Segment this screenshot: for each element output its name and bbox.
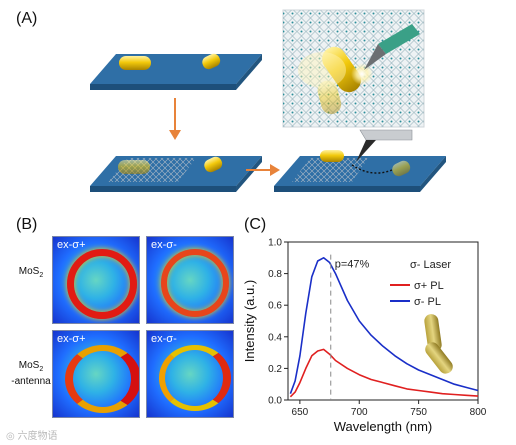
pl-map-mos2-sigma-plus: ex-σ+ (52, 236, 140, 324)
y-tick-label: 0.0 (268, 396, 282, 407)
pl-map-mos2-sigma-minus: ex-σ- (146, 236, 234, 324)
series-line-sigma-plus (289, 348, 479, 398)
process-arrow-down (169, 98, 181, 140)
legend-label-sigma-minus: σ- PL (414, 296, 441, 308)
legend: σ+ PL σ- PL (390, 280, 444, 308)
panel-label-b: (B) (16, 216, 38, 233)
x-tick-label: 800 (470, 407, 487, 418)
gold-nanorod (202, 53, 221, 70)
y-tick-label: 1.0 (268, 238, 282, 249)
gold-nanorod (320, 150, 344, 162)
substrate-plate-bottom-right (274, 156, 446, 192)
y-tick-label: 0.2 (268, 364, 282, 375)
row-label-mos2-antenna: MoS2 -antenna (11, 360, 51, 387)
pl-map-antenna-sigma-minus: ex-σ- (146, 330, 234, 418)
x-tick-label: 650 (292, 407, 309, 418)
watermark-icon: ◎ (6, 431, 15, 442)
y-tick-label: 0.4 (268, 332, 282, 343)
legend-title: σ- Laser (410, 259, 451, 271)
legend-label-sigma-plus: σ+ PL (414, 280, 444, 292)
manipulation-path (351, 164, 393, 174)
series-line-sigma-minus (289, 256, 479, 394)
polarization-annotation: p=47% (335, 258, 370, 270)
y-axis-label: Intensity (a.u.) (242, 280, 257, 362)
gold-nanorod (392, 160, 411, 177)
watermark: ◎ 六度物语 (6, 431, 58, 442)
x-tick-label: 700 (351, 407, 368, 418)
gold-nanorod (119, 56, 151, 70)
inset-illustration (282, 9, 425, 128)
afm-tip (356, 129, 413, 162)
y-tick-label: 0.6 (268, 301, 282, 312)
pl-spectra-chart: 0.0 0.2 0.4 0.6 0.8 1.0 650 700 750 800 p=47% σ-… (242, 238, 487, 435)
gold-nanorod (204, 156, 223, 173)
row-label-mos2: MoS2 (18, 266, 44, 279)
gold-nanorod (118, 160, 150, 174)
panel-label-a: (A) (16, 10, 38, 27)
process-arrow-right (246, 164, 280, 176)
x-tick-label: 750 (410, 407, 427, 418)
y-tick-label: 0.8 (268, 269, 282, 280)
panel-label-c: (C) (244, 216, 267, 233)
plot-frame (287, 241, 479, 401)
pl-map-antenna-sigma-plus: ex-σ+ (52, 330, 140, 418)
x-axis-label: Wavelength (nm) (334, 419, 433, 434)
fabrication-schematic (90, 9, 446, 192)
substrate-plate-bottom-left (90, 156, 262, 192)
substrate-plate-top (90, 54, 262, 90)
bent-antenna-illustration (424, 314, 453, 374)
